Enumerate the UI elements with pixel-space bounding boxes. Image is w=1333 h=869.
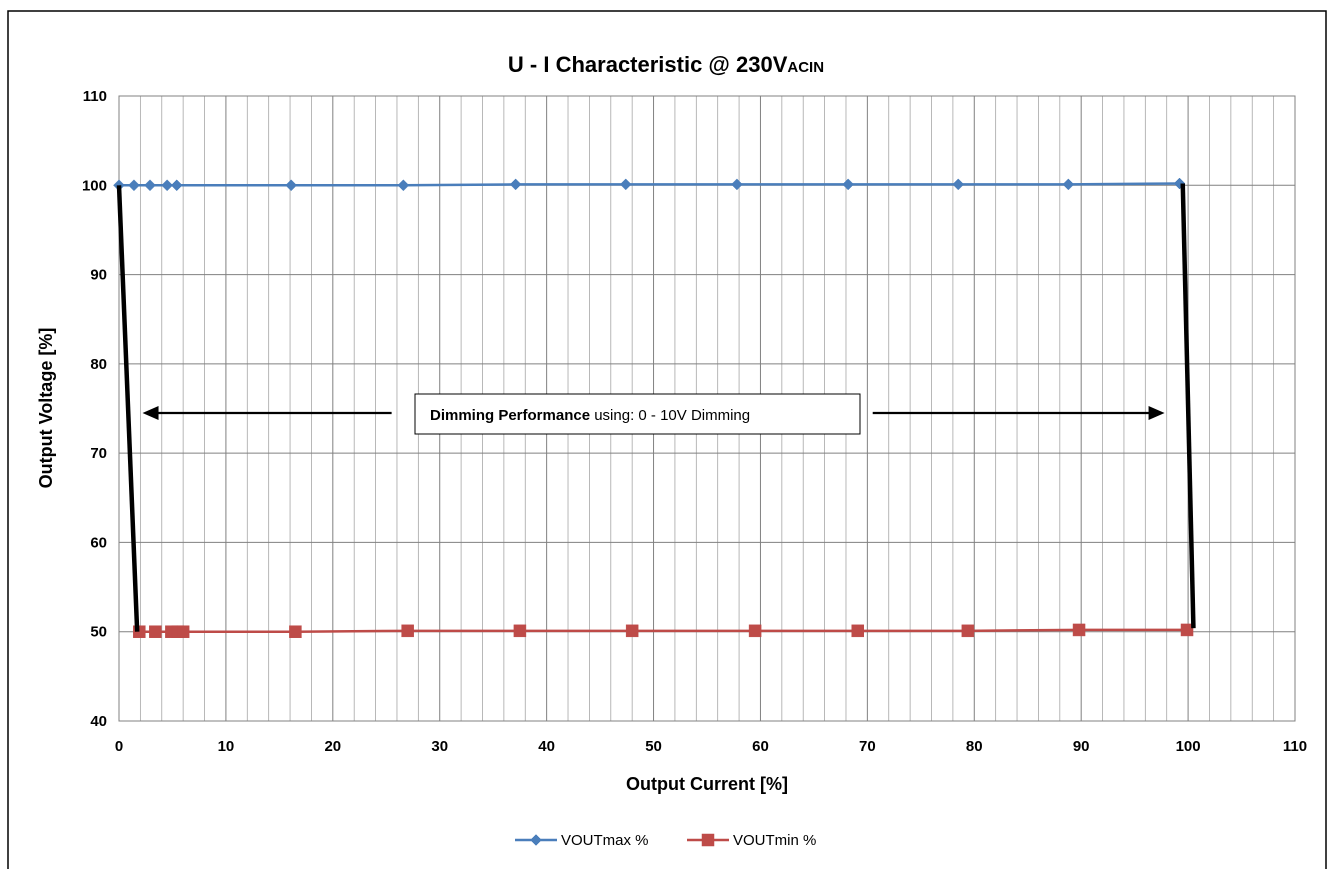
legend-entry: VOUTmax % bbox=[515, 832, 649, 849]
data-point-diamond bbox=[731, 178, 743, 191]
data-point-diamond bbox=[285, 179, 297, 192]
y-tick-labels: 40 50 60 70 80 90 100 110 bbox=[82, 88, 107, 730]
annotation-text: Dimming Performance using: 0 - 10V Dimmi… bbox=[430, 407, 750, 424]
data-point-square bbox=[701, 833, 715, 847]
data-point-square bbox=[961, 624, 975, 638]
data-point-square bbox=[401, 624, 414, 638]
chart-title: U - I Characteristic @ 230VACIN bbox=[508, 52, 824, 77]
data-point-square bbox=[149, 625, 162, 638]
legend: VOUTmax % VOUTmin % bbox=[515, 832, 816, 849]
data-point-diamond bbox=[397, 179, 410, 192]
legend-label: VOUTmax % bbox=[561, 832, 649, 849]
data-point-square bbox=[513, 624, 527, 638]
annotation-arrow-head bbox=[1148, 405, 1165, 420]
x-tick-label: 100 bbox=[1176, 738, 1201, 755]
boundary-layer bbox=[116, 183, 1196, 632]
x-tick-label: 80 bbox=[966, 738, 983, 755]
x-tick-label: 50 bbox=[645, 738, 662, 755]
data-point-diamond bbox=[1062, 178, 1075, 191]
data-point-diamond bbox=[530, 834, 542, 846]
legend-entry: VOUTmin % bbox=[687, 832, 816, 849]
data-point-square bbox=[1072, 623, 1086, 637]
y-tick-label: 100 bbox=[82, 177, 107, 194]
data-point-diamond bbox=[842, 178, 854, 191]
x-tick-label: 90 bbox=[1073, 738, 1090, 755]
x-axis-title: Output Current [%] bbox=[626, 774, 788, 794]
x-tick-label: 60 bbox=[752, 738, 769, 755]
x-tick-label: 10 bbox=[218, 738, 235, 755]
annotation-plain-text: using: 0 - 10V Dimming bbox=[590, 407, 750, 424]
data-point-square bbox=[851, 624, 864, 638]
plot-area-border bbox=[118, 95, 1296, 722]
data-point-square bbox=[289, 625, 302, 638]
data-point-diamond bbox=[509, 178, 522, 191]
data-point-diamond bbox=[144, 179, 156, 192]
annotation-arrow-head bbox=[142, 405, 159, 420]
data-point-square bbox=[748, 624, 762, 638]
x-tick-label: 110 bbox=[1283, 738, 1307, 755]
y-axis-title: Output Voltage [%] bbox=[36, 328, 56, 489]
data-point-square bbox=[625, 624, 639, 638]
data-point-square bbox=[176, 625, 190, 638]
annotation-box bbox=[414, 393, 861, 435]
annotation-bold-text: Dimming Performance bbox=[430, 407, 590, 424]
y-tick-label: 90 bbox=[90, 267, 107, 284]
x-tick-label: 0 bbox=[115, 738, 123, 755]
data-point-diamond bbox=[619, 178, 632, 191]
chart-border bbox=[7, 10, 1327, 869]
data-point-diamond bbox=[161, 179, 173, 192]
x-tick-label: 40 bbox=[538, 738, 555, 755]
chart-title-subscript: ACIN bbox=[787, 59, 824, 76]
data-point-square bbox=[1180, 623, 1194, 637]
data-point-diamond bbox=[170, 179, 183, 192]
chart-title-main: U - I Characteristic @ 230V bbox=[508, 52, 788, 77]
series-diamond bbox=[113, 177, 1186, 192]
x-tick-label: 70 bbox=[859, 738, 876, 755]
data-point-diamond bbox=[952, 178, 965, 191]
legend-label: VOUTmin % bbox=[733, 832, 816, 849]
boundary-line bbox=[116, 185, 140, 632]
y-tick-label: 50 bbox=[90, 624, 107, 641]
y-tick-label: 80 bbox=[90, 356, 107, 373]
boundary-line bbox=[1180, 183, 1196, 629]
annotation: Dimming Performance using: 0 - 10V Dimmi… bbox=[142, 393, 1165, 435]
y-tick-label: 70 bbox=[90, 445, 107, 462]
x-tick-labels: 0 10 20 30 40 50 60 70 80 90 100 110 bbox=[115, 738, 1307, 755]
y-tick-label: 60 bbox=[90, 534, 107, 551]
series-square bbox=[133, 623, 1194, 638]
x-tick-label: 20 bbox=[324, 738, 341, 755]
data-point-diamond bbox=[128, 179, 140, 192]
series-layer bbox=[113, 177, 1194, 638]
y-tick-label: 40 bbox=[90, 713, 107, 730]
x-tick-label: 30 bbox=[431, 738, 448, 755]
y-tick-label: 110 bbox=[83, 88, 107, 105]
